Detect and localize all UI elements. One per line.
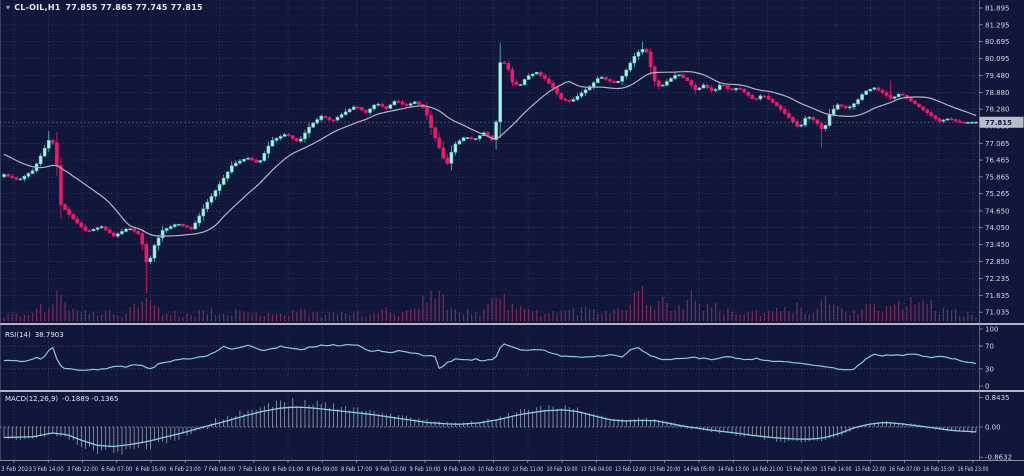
time-axis-label: 6 Feb 07:00 — [101, 465, 132, 473]
price-axis-label: 79.480 — [985, 72, 1010, 80]
moving-average-line — [3, 70, 977, 237]
rsi-axis-label: 70 — [985, 343, 994, 351]
time-axis-label: 13 Feb 12:00 — [615, 465, 646, 473]
time-axis-label: 15 Feb 06:00 — [786, 465, 817, 473]
price-axis-label: 74.050 — [985, 224, 1010, 232]
time-axis-label: 10 Feb 19:00 — [547, 465, 578, 473]
time-axis-label: 8 Feb 01:00 — [273, 465, 304, 473]
time-axis[interactable]: 3 Feb 2023 3 Feb 14:00 3 Feb 22:00 6 Feb 07… — [1, 460, 989, 473]
price-axis-label: 76.465 — [985, 157, 1010, 165]
time-axis-label: 3 Feb 2023 — [1, 465, 32, 473]
price-axis-label: 81.895 — [985, 4, 1010, 12]
price-axis-label: 74.650 — [985, 207, 1010, 215]
price-axis-label: 71.635 — [985, 292, 1010, 300]
rsi-indicator-label: RSI(14) 38.7903 — [5, 331, 68, 339]
time-axis-label: 16 Feb 07:00 — [889, 465, 920, 473]
rsi-axis-label: 0 — [985, 383, 989, 391]
macd-indicator-label: MACD(12,26,9) -0.1889 -0.1365 — [5, 395, 122, 403]
time-axis-label: 10 Feb 03:00 — [478, 465, 509, 473]
rsi-axis-label: 100 — [985, 326, 998, 334]
time-axis-label: 15 Feb 14:00 — [821, 465, 852, 473]
time-axis-label: 14 Feb 21:00 — [752, 465, 783, 473]
grid-lines — [0, 0, 979, 460]
symbol-timeframe: CL-OIL,H1 — [14, 3, 61, 12]
time-axis-label: 6 Feb 23:00 — [170, 465, 201, 473]
macd-pane — [0, 398, 979, 455]
rsi-pane — [0, 343, 979, 371]
time-axis-label: 7 Feb 08:00 — [204, 465, 235, 473]
time-axis-label: 13 Feb 20:00 — [649, 465, 680, 473]
price-axis-label: 72.850 — [985, 258, 1010, 266]
time-axis-label: 15 Feb 22:00 — [855, 465, 886, 473]
price-axis-label: 81.295 — [985, 21, 1010, 29]
rsi-axis-label: 30 — [985, 365, 994, 373]
time-axis-label: 10 Feb 11:00 — [512, 465, 543, 473]
time-axis-label: 14 Feb 13:00 — [718, 465, 749, 473]
price-axis-label: 80.095 — [985, 55, 1010, 63]
time-axis-label: 3 Feb 22:00 — [67, 465, 98, 473]
price-axis-label: 75.865 — [985, 173, 1010, 181]
time-axis-label: 9 Feb 02:00 — [375, 465, 406, 473]
time-axis-label: 3 Feb 14:00 — [33, 465, 64, 473]
candlestick-series — [2, 41, 978, 294]
time-axis-label: 16 Feb 23:00 — [958, 465, 989, 473]
price-axis-label: 75.265 — [985, 190, 1010, 198]
rsi-name: RSI(14) — [5, 331, 31, 339]
price-axis-label: 73.450 — [985, 241, 1010, 249]
macd-axis-label: -0.8632 — [985, 454, 1012, 462]
time-axis-label: 6 Feb 15:00 — [136, 465, 167, 473]
macd-values: -0.1889 -0.1365 — [62, 395, 119, 403]
time-axis-label: 9 Feb 18:00 — [444, 465, 475, 473]
price-axis[interactable]: 81.895 81.295 80.695 80.095 79.480 78.880 78.2… — [979, 4, 1012, 462]
macd-axis-label: 0.00 — [985, 424, 1001, 432]
price-axis-label: 71.035 — [985, 309, 1010, 317]
current-price-value: 77.815 — [985, 119, 1012, 127]
pane-separators — [0, 0, 1024, 461]
time-axis-label: 7 Feb 16:00 — [238, 465, 269, 473]
price-axis-label: 78.880 — [985, 89, 1010, 97]
time-axis-label: 8 Feb 17:00 — [341, 465, 372, 473]
time-axis-label: 14 Feb 05:00 — [684, 465, 715, 473]
price-axis-label: 78.280 — [985, 106, 1010, 114]
time-axis-label: 13 Feb 04:00 — [581, 465, 612, 473]
chart-title: ▾ CL-OIL,H1 77.855 77.865 77.745 77.815 — [6, 3, 203, 12]
time-axis-label: 9 Feb 10:00 — [410, 465, 441, 473]
price-axis-label: 77.065 — [985, 140, 1010, 148]
price-axis-label: 72.235 — [985, 275, 1010, 283]
volume-series — [3, 285, 977, 321]
rsi-line — [3, 343, 977, 371]
price-axis-label: 80.695 — [985, 38, 1010, 46]
macd-name: MACD(12,26,9) — [5, 395, 59, 403]
ohlc-values: 77.855 77.865 77.745 77.815 — [65, 3, 203, 12]
time-axis-label: 8 Feb 09:00 — [307, 465, 338, 473]
macd-axis-label: 0.8435 — [985, 394, 1010, 402]
time-axis-label: 16 Feb 15:00 — [923, 465, 954, 473]
current-price-tag: 77.815 — [979, 116, 1024, 128]
macd-signal-line — [3, 406, 977, 448]
symbol-marker-icon: ▾ — [6, 3, 11, 12]
rsi-value: 38.7903 — [34, 331, 64, 339]
